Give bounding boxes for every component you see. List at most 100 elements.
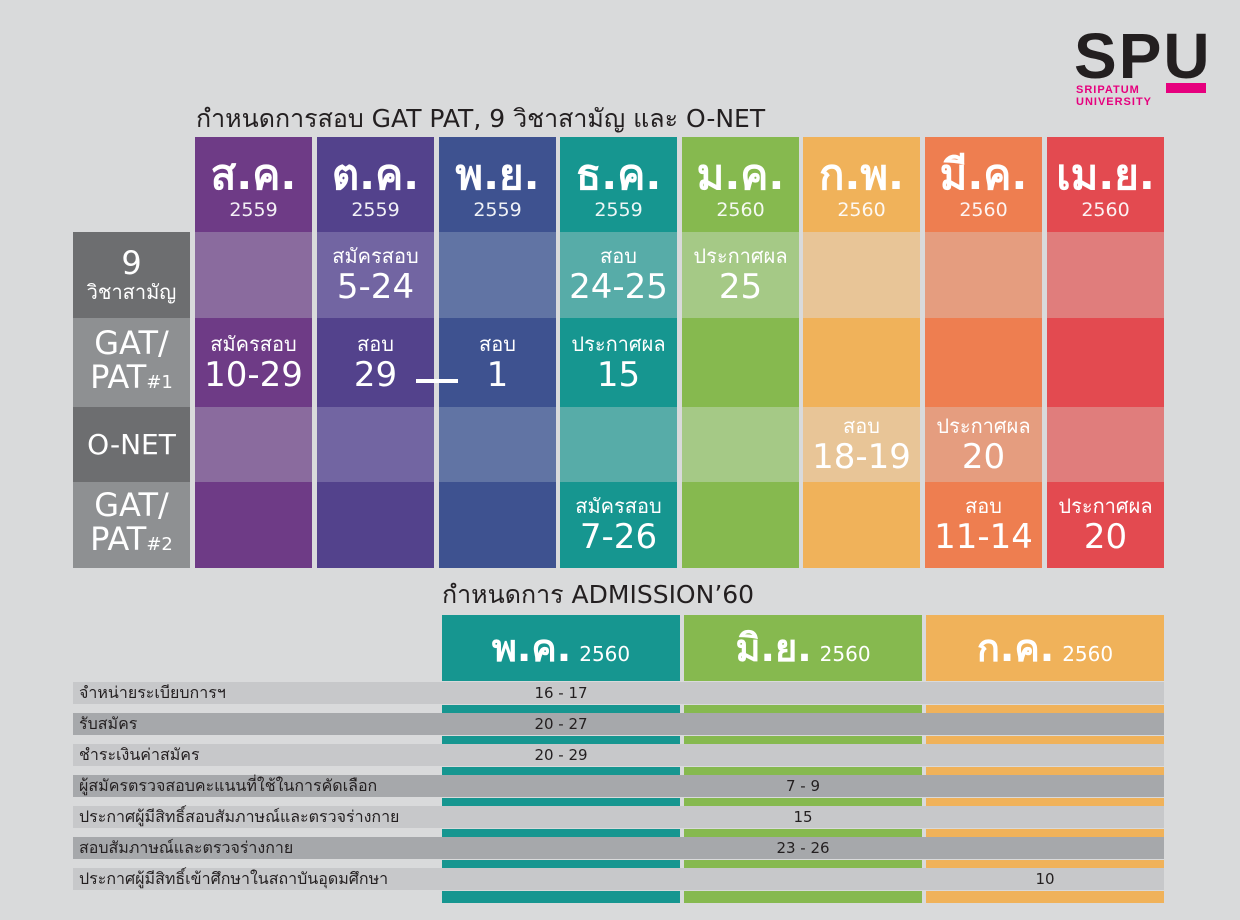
admission-row-bg (73, 775, 1164, 797)
admission-row-value: 10 (1035, 870, 1055, 888)
admission-month-jun: มิ.ย. 2560 (684, 615, 922, 681)
cell-gat2-jan (682, 482, 799, 568)
divider-jun (684, 829, 922, 837)
divider-jun (684, 798, 922, 806)
event-date: 29 (353, 354, 398, 395)
cell-nine-nov (439, 232, 556, 318)
month-header-nov: พ.ย. 2559 (439, 137, 556, 232)
month-header-apr: เม.ย. 2560 (1047, 137, 1164, 232)
month-year: 2559 (594, 199, 643, 221)
cell-gat1-dec: ประกาศผล 15 (560, 318, 677, 407)
row-label-line: 9 (121, 244, 142, 282)
event-label: สมัครสอบ (210, 331, 297, 356)
month-year: 2559 (473, 199, 522, 221)
row-label-line: วิชาสามัญ (86, 280, 177, 304)
cell-gat2-nov (439, 482, 556, 568)
row-label-line: PAT (90, 357, 147, 396)
divider-may (442, 829, 680, 837)
cell-gat1-aug: สมัครสอบ 10-29 (195, 318, 312, 407)
divider-jun (684, 860, 922, 868)
row-label-line: GAT/ (94, 486, 169, 524)
month-name: ส.ค. (210, 150, 297, 199)
admission-row-bg (73, 868, 1164, 890)
divider-may (442, 767, 680, 775)
divider-jun (684, 891, 922, 903)
event-date: 5-24 (336, 267, 415, 307)
event-label: สอบ (479, 331, 516, 356)
cell-gat2-oct (317, 482, 434, 568)
admission-row-bg (73, 837, 1164, 859)
divider-jul (926, 798, 1164, 806)
cell-onet-oct (317, 407, 434, 482)
cell-gat1-apr (1047, 318, 1164, 407)
event-label: สอบ (843, 413, 880, 438)
cell-gat1-nov: สอบ 1 (439, 318, 556, 407)
row-label-suffix: #1 (146, 371, 173, 393)
admission-row-value: 23 - 26 (776, 839, 830, 857)
month-header-mar: มี.ค. 2560 (925, 137, 1042, 232)
event-label: สอบ (357, 331, 394, 356)
admission-row-label: ผู้สมัครตรวจสอบคะแนนที่ใช้ในการคัดเลือก (79, 776, 378, 795)
cell-onet-mar: ประกาศผล 20 (925, 407, 1042, 482)
cell-onet-nov (439, 407, 556, 482)
divider-jul (926, 829, 1164, 837)
month-year: 2560 (1062, 642, 1114, 666)
divider-may (442, 705, 680, 713)
event-label: ประกาศผล (571, 331, 666, 356)
month-year: 2560 (579, 642, 631, 666)
admission-row-bg (73, 682, 1164, 704)
admission-row-value: 20 - 29 (534, 746, 588, 764)
event-date: 15 (596, 354, 641, 395)
event-label: สอบ (965, 494, 1002, 518)
cell-gat1-jan (682, 318, 799, 407)
row-label-line: GAT/ (94, 323, 169, 362)
row-label-line: PAT (90, 520, 147, 558)
admission-row-label: ประกาศผู้มีสิทธิ์สอบสัมภาษณ์และตรวจร่างก… (79, 807, 400, 826)
month-name: ก.ค. (976, 626, 1055, 670)
month-name: ก.พ. (818, 150, 905, 199)
admission-month-may: พ.ค. 2560 (442, 615, 680, 681)
cell-nine-mar (925, 232, 1042, 318)
event-date: 20 (1083, 517, 1128, 557)
event-date: 10-29 (204, 354, 303, 395)
month-header-aug: ส.ค. 2559 (195, 137, 312, 232)
cell-gat1-mar (925, 318, 1042, 407)
row-label-gat-pat-1: GAT/ PAT#1 (73, 318, 190, 407)
event-date: 18-19 (812, 436, 911, 477)
month-header-feb: ก.พ. 2560 (803, 137, 920, 232)
cell-gat2-dec: สมัครสอบ 7-26 (560, 482, 677, 568)
month-name: เม.ย. (1056, 150, 1155, 199)
month-year: 2559 (351, 199, 400, 221)
range-connector (416, 379, 458, 383)
event-date: 25 (718, 267, 763, 307)
event-date: 24-25 (569, 267, 668, 307)
cell-gat2-aug (195, 482, 312, 568)
admission-row-bg (73, 713, 1164, 735)
month-name: มิ.ย. (735, 626, 812, 670)
admission-row-label: สอบสัมภาษณ์และตรวจร่างกาย (79, 838, 294, 857)
event-label: ประกาศผล (1058, 494, 1153, 518)
divider-may (442, 736, 680, 744)
cell-onet-aug (195, 407, 312, 482)
admission-row-label: รับสมัคร (79, 714, 138, 733)
month-year: 2560 (716, 199, 765, 221)
row-label-gat-pat-2: GAT/ PAT#2 (73, 482, 190, 568)
admission-row-value: 20 - 27 (534, 715, 588, 733)
month-year: 2560 (1081, 199, 1130, 221)
month-name: พ.ค. (491, 626, 572, 670)
row-label-9-subjects: 9 วิชาสามัญ (73, 232, 190, 318)
row-label-line: O-NET (87, 427, 176, 461)
divider-jun (684, 705, 922, 713)
month-year: 2559 (229, 199, 278, 221)
cell-gat1-oct: สอบ 29 (317, 318, 434, 407)
cell-gat2-mar: สอบ 11-14 (925, 482, 1042, 568)
cell-nine-dec: สอบ 24-25 (560, 232, 677, 318)
logo-subtitle-line2: UNIVERSITY (1076, 96, 1153, 108)
divider-may (442, 891, 680, 903)
month-header-jan: ม.ค. 2560 (682, 137, 799, 232)
divider-jun (684, 767, 922, 775)
exam-schedule-title: กำหนดการสอบ GAT PAT, 9 วิชาสามัญ และ O-N… (196, 104, 766, 133)
admission-row-bg (73, 806, 1164, 828)
divider-jul (926, 767, 1164, 775)
divider-jul (926, 705, 1164, 713)
